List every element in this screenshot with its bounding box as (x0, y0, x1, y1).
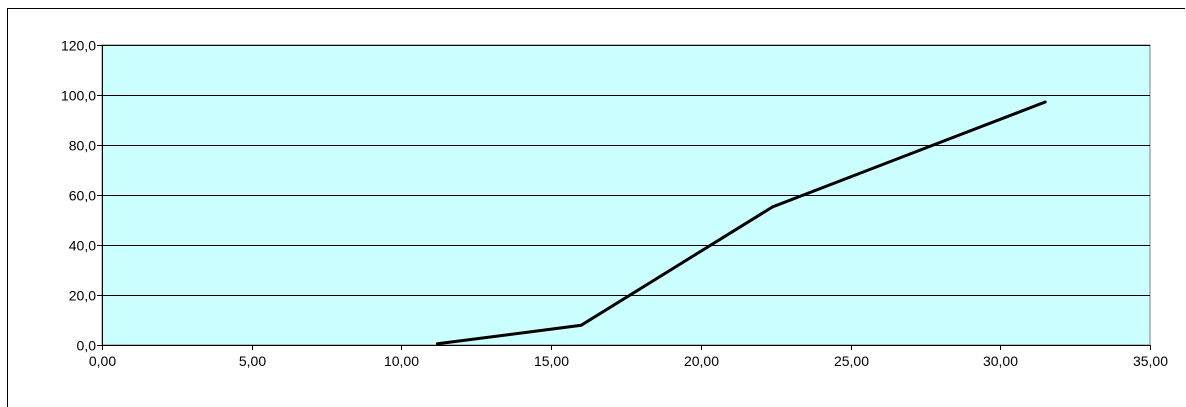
x-tick-label: 20,00 (684, 353, 719, 369)
series-group (435, 100, 1047, 346)
x-tick-label: 15,00 (534, 353, 569, 369)
x-tick-label: 5,00 (239, 353, 266, 369)
x-tick-label: 35,00 (1133, 353, 1168, 369)
y-tick-labels: 0,0 20,0 40,0 60,0 80,0 100,0 120,0 (61, 38, 96, 354)
x-tick-label: 0,00 (89, 353, 116, 369)
grid-lines (102, 45, 1150, 296)
axes (97, 45, 1151, 350)
y-tick-label: 120,0 (61, 38, 96, 54)
y-tick-label: 20,0 (69, 288, 96, 304)
y-tick-label: 60,0 (69, 188, 96, 204)
y-tick-label: 0,0 (77, 338, 97, 354)
y-tick-label: 80,0 (69, 138, 96, 154)
data-point (771, 205, 775, 209)
x-tick-label: 30,00 (983, 353, 1018, 369)
data-point (1043, 100, 1047, 104)
y-tick-label: 40,0 (69, 238, 96, 254)
y-tick-label: 100,0 (61, 88, 96, 104)
data-point (435, 342, 439, 346)
data-point (579, 323, 583, 327)
x-tick-label: 10,00 (384, 353, 419, 369)
series-line (437, 100, 1046, 346)
x-tick-labels: 0,00 5,00 10,00 15,00 20,00 25,00 30,00 35,00 (89, 353, 1168, 369)
x-tick-label: 25,00 (834, 353, 869, 369)
